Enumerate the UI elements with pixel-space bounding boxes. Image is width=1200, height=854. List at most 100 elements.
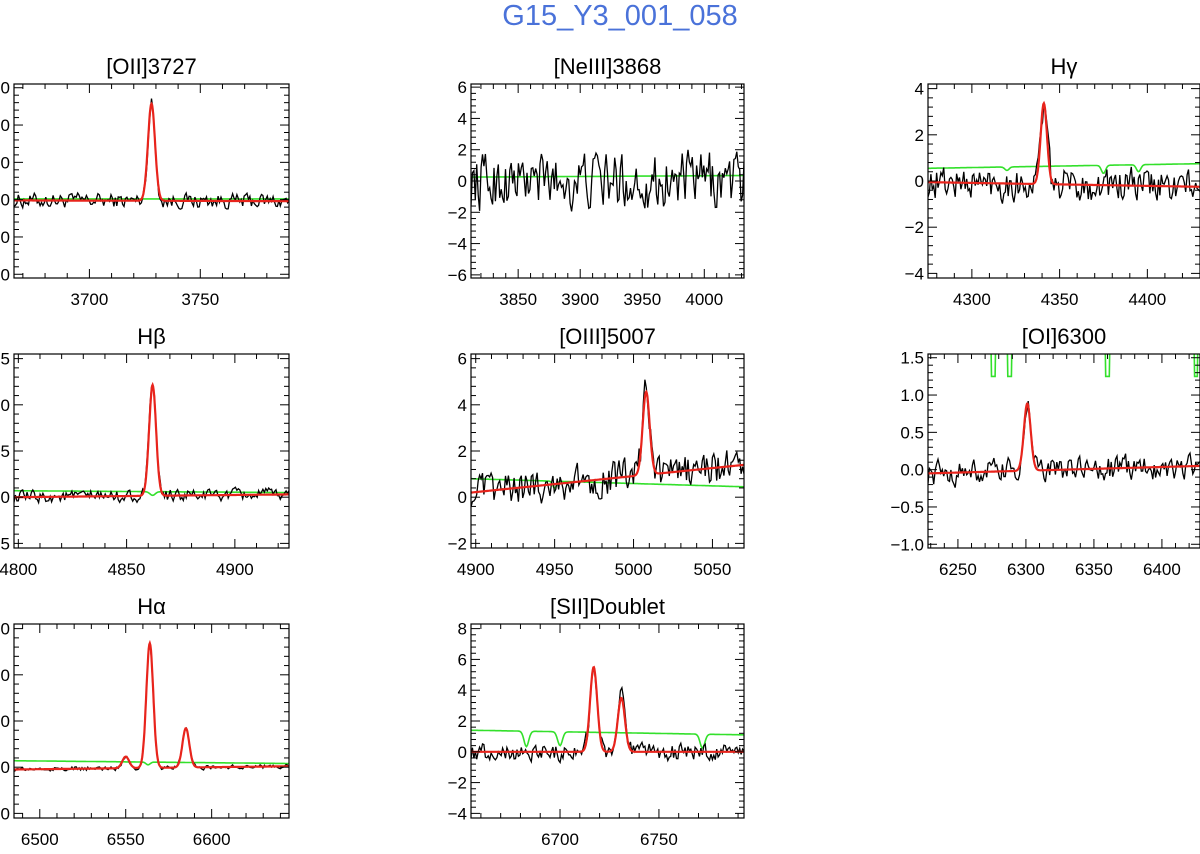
y-tick-label: 0 <box>1 758 10 777</box>
y-tick-label: −20 <box>0 265 10 284</box>
x-tick-label: 6250 <box>939 560 977 579</box>
y-tick-label: 10 <box>0 396 10 415</box>
panel-title: [OIII]5007 <box>559 324 656 349</box>
panel-2: 3850 3900 3950 4000 −6 −4 −2 0 2 4 6 [NeIII]3868 <box>448 54 745 309</box>
panel-1-plot-area <box>14 98 289 210</box>
x-tick-label: 4900 <box>216 560 254 579</box>
y-tick-label: −2 <box>448 774 467 793</box>
gaussian-fit-line <box>471 665 744 753</box>
y-tick-label: 6 <box>458 350 467 369</box>
x-tick-label: 4350 <box>1041 290 1079 309</box>
panel-7-plot-area <box>14 639 289 772</box>
y-tick-label: 0 <box>458 743 467 762</box>
y-tick-label: 0 <box>1 191 10 210</box>
observed-spectrum-line <box>471 149 744 212</box>
observed-spectrum-line <box>928 401 1200 488</box>
y-tick-label: 30 <box>0 79 10 98</box>
gaussian-fit-line <box>471 389 744 494</box>
x-tick-label: 3750 <box>181 290 219 309</box>
y-tick-label: 4 <box>458 681 467 700</box>
panel-8: 6700 6750 −4 −2 0 2 4 6 8 [SII]Doublet <box>448 594 745 849</box>
observed-spectrum-line <box>471 669 744 765</box>
y-tick-label: 15 <box>0 350 10 369</box>
x-tick-label: 3900 <box>561 290 599 309</box>
x-tick-label: 3850 <box>499 290 537 309</box>
panel-frame <box>470 623 745 819</box>
y-tick-label: 5 <box>1 442 10 461</box>
y-tick-label: 0.5 <box>900 423 924 442</box>
y-tick-label: 2 <box>458 712 467 731</box>
error-spectrum-line <box>14 489 289 497</box>
panel-title: [OI]6300 <box>1022 324 1106 349</box>
gaussian-fit-line <box>928 402 1200 475</box>
y-tick-label: 0.0 <box>900 461 924 480</box>
y-tick-label: −4 <box>448 235 467 254</box>
y-tick-label: −5 <box>0 534 10 553</box>
y-tick-label: 1.0 <box>900 386 924 405</box>
y-tick-label: −0.5 <box>890 498 924 517</box>
y-tick-label: −2 <box>448 203 467 222</box>
x-tick-label: 4950 <box>536 560 574 579</box>
x-tick-label: 6550 <box>107 830 145 849</box>
panel-8-plot-area <box>471 665 744 765</box>
x-tick-label: 6700 <box>541 830 579 849</box>
panel-3-plot-area <box>928 100 1200 204</box>
gaussian-fit-line <box>14 639 289 771</box>
panel-6-plot-area <box>928 354 1200 488</box>
panel-frame <box>470 353 745 549</box>
x-tick-label: 6500 <box>21 830 59 849</box>
gaussian-fit-line <box>928 100 1200 188</box>
y-tick-label: 4 <box>915 80 924 99</box>
panel-4: 4800 4850 4900 −5 0 5 10 15 Hβ <box>0 324 290 579</box>
observed-spectrum-line <box>14 98 289 210</box>
error-spectrum-line <box>471 477 744 490</box>
x-tick-label: 5050 <box>694 560 732 579</box>
y-tick-label: 2 <box>915 126 924 145</box>
y-tick-label: 10 <box>0 712 10 731</box>
y-tick-label: 0 <box>1 488 10 507</box>
panel-6: 6250 6300 6350 6400 −1.0 −0.5 0.0 0.5 1.0 1.5 [OI]… <box>890 324 1200 579</box>
panel-title: Hα <box>137 594 166 619</box>
figure-title: G15_Y3_001_058 <box>502 0 738 32</box>
y-tick-label: −4 <box>905 264 924 283</box>
x-tick-label: 6750 <box>640 830 678 849</box>
panel-title: Hγ <box>1051 54 1078 79</box>
x-tick-label: 4400 <box>1128 290 1166 309</box>
panel-5-plot-area <box>471 379 744 508</box>
y-tick-label: 0 <box>458 488 467 507</box>
panel-title: [SII]Doublet <box>550 594 665 619</box>
y-tick-label: 0 <box>915 172 924 191</box>
y-tick-label: 2 <box>458 442 467 461</box>
panel-3: 4300 4350 4400 −4 −2 0 2 4 Hγ <box>905 54 1200 309</box>
gaussian-fit-line <box>14 381 289 499</box>
y-tick-label: −10 <box>0 804 10 823</box>
y-tick-label: −4 <box>448 804 467 823</box>
observed-spectrum-line <box>928 102 1200 204</box>
y-tick-label: 10 <box>0 153 10 172</box>
x-tick-label: 5000 <box>615 560 653 579</box>
x-tick-label: 4300 <box>953 290 991 309</box>
panel-4-plot-area <box>14 381 289 505</box>
error-spectrum-line <box>471 729 744 749</box>
x-tick-label: 6300 <box>1007 560 1045 579</box>
y-tick-label: 0 <box>458 172 467 191</box>
panel-frame <box>13 353 290 549</box>
y-tick-label: 2 <box>458 141 467 160</box>
y-tick-label: 4 <box>458 396 467 415</box>
panel-5: 4900 4950 5000 5050 −2 0 2 4 6 [OIII]5007 <box>448 324 745 579</box>
x-tick-label: 3950 <box>623 290 661 309</box>
panel-frame <box>13 83 290 279</box>
y-tick-label: 8 <box>458 620 467 639</box>
panel-title: [OII]3727 <box>106 54 197 79</box>
x-tick-label: 6400 <box>1143 560 1181 579</box>
gaussian-fit-line <box>14 101 289 203</box>
panel-title: [NeIII]3868 <box>554 54 662 79</box>
y-tick-label: 30 <box>0 620 10 639</box>
x-tick-label: 6600 <box>193 830 231 849</box>
y-tick-label: 20 <box>0 666 10 685</box>
y-tick-label: −10 <box>0 228 10 247</box>
y-tick-label: 6 <box>458 78 467 97</box>
y-tick-label: 20 <box>0 116 10 135</box>
y-tick-label: 1.5 <box>900 349 924 368</box>
